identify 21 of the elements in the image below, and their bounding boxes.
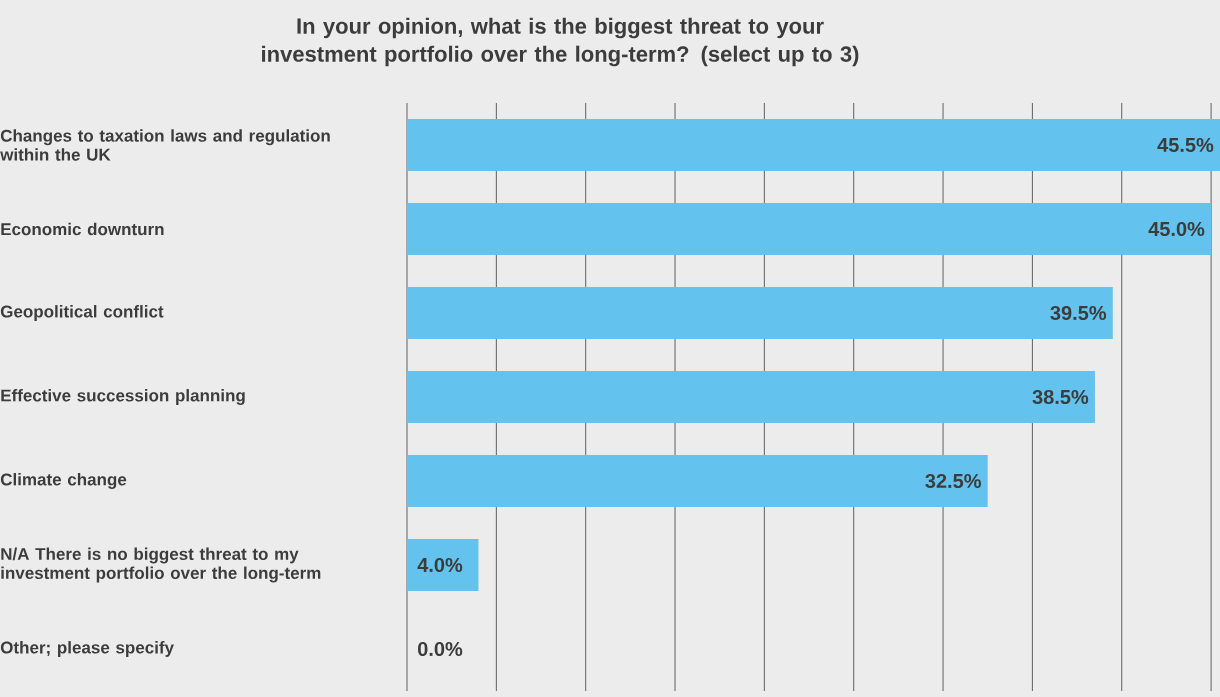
y-tick-label: Economic downturn [1,222,164,236]
data-label: 0.0% [418,641,463,657]
data-label: 45.5% [1157,137,1214,153]
data-label: 39.5% [1050,305,1107,321]
data-label: 4.0% [417,557,463,573]
data-label: 45.0% [1148,221,1205,237]
chart-title: In your opinion, what is the biggest threat to your investment portfolio over the long-term? (select up to 3) [262,17,859,67]
bar [407,370,1095,424]
bar [407,286,1113,340]
y-tick-label: Climate change [0,473,127,489]
y-tick-label: N/A There is no biggest threat to my investment portfolio over the long-term [1,547,321,583]
bar [407,538,479,592]
data-label: 38.5% [1032,389,1089,405]
y-tick-label: Changes to taxation laws and regulation within the UK [0,129,330,161]
bar [407,454,988,508]
y-tick-label: Other; please specify [0,641,174,657]
y-tick-label: Geopolitical conflict [0,305,164,321]
data-label: 32.5% [925,473,981,489]
bar [407,202,1212,256]
bar [407,118,1220,172]
y-tick-label: Effective succession planning [1,389,245,405]
